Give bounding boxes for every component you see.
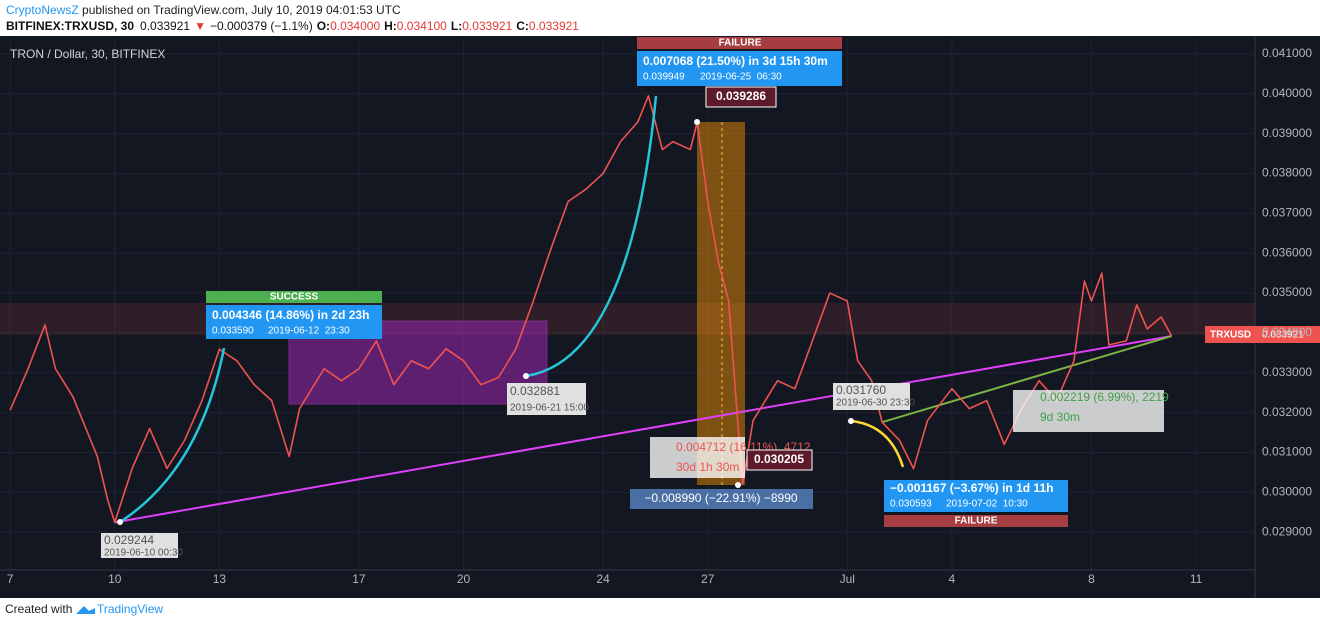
x-tick-label: Jul — [840, 572, 855, 586]
success-label: SUCCESS — [270, 292, 319, 303]
callout-text: 0.030205 — [754, 452, 804, 466]
symbol-line: BITFINEX:TRXUSD, 30 0.033921 ▼ −0.000379 (−… — [6, 19, 579, 33]
low-label: L: — [451, 19, 462, 33]
x-tick-label: 20 — [457, 572, 471, 586]
point-price: 0.032881 — [510, 384, 560, 398]
anchor-dot — [848, 418, 854, 424]
y-tick-label: 0.037000 — [1262, 206, 1312, 220]
point-label — [101, 533, 178, 558]
info-box — [884, 480, 1068, 512]
arrow: ▼ — [194, 19, 206, 33]
info-price: 0.030593 — [890, 499, 932, 510]
last: 0.033921 — [140, 19, 190, 33]
x-tick-label: 27 — [701, 572, 715, 586]
x-tick-label: 4 — [949, 572, 956, 586]
anchor-dot — [694, 119, 700, 125]
point-price: 0.029244 — [104, 533, 154, 547]
change: −0.000379 (−1.1%) — [210, 19, 313, 33]
x-tick-label: 11 — [1190, 572, 1203, 586]
y-tick-label: 0.031000 — [1262, 445, 1312, 459]
brand-logo — [76, 606, 95, 614]
y-tick-label: 0.032000 — [1262, 405, 1312, 419]
point-price: 0.031760 — [836, 383, 886, 397]
callout-text: 0.039286 — [716, 89, 766, 103]
close-label: C: — [516, 19, 529, 33]
measure-text: −0.008990 (−22.91%) −8990 — [644, 491, 797, 505]
anchor-dot — [523, 373, 529, 379]
failure-label: FAILURE — [955, 516, 998, 527]
success-bar — [206, 291, 382, 303]
header-line: CryptoNewsZ published on TradingView.com… — [6, 3, 401, 17]
measure-box — [630, 489, 813, 509]
failure-bar — [884, 515, 1068, 527]
open: 0.034000 — [330, 19, 380, 33]
x-tick-label: 13 — [213, 572, 227, 586]
high: 0.034100 — [397, 19, 447, 33]
y-tick-label: 0.033000 — [1262, 365, 1312, 379]
price-tag-name: TRXUSD — [1210, 330, 1251, 341]
point-date: 2019-06-10 00:30 — [104, 548, 183, 559]
failure-bar — [637, 37, 842, 49]
measure-text: 0.002219 (6.99%), 2219 — [1040, 390, 1169, 404]
y-tick-label: 0.034000 — [1262, 325, 1312, 339]
anchor-dot — [735, 482, 741, 488]
y-tick-label: 0.035000 — [1262, 285, 1312, 299]
chart-title: TRON / Dollar, 30, BITFINEX — [10, 47, 165, 61]
measure-box — [1013, 390, 1164, 432]
projection-arrow — [850, 419, 905, 468]
projection-arrow — [119, 347, 226, 524]
y-tick-label: 0.036000 — [1262, 245, 1312, 259]
price-callout — [746, 449, 813, 471]
info-text: 0.007068 (21.50%) in 3d 15h 30m — [643, 54, 828, 68]
symbol: BITFINEX:TRXUSD, 30 — [6, 19, 134, 33]
y-tick-label: 0.041000 — [1262, 46, 1312, 60]
measure-text: 30d 1h 30m — [676, 460, 739, 474]
price-tag-value: 0.033921 — [1262, 330, 1304, 341]
price-band — [0, 303, 1255, 335]
info-price: 0.039949 — [643, 72, 685, 83]
x-tick-label: 8 — [1088, 572, 1095, 586]
x-tick-label: 7 — [7, 572, 14, 586]
info-price: 0.033590 — [212, 326, 254, 337]
x-tick-label: 10 — [108, 572, 122, 586]
point-label — [507, 383, 586, 415]
price-tag — [1205, 326, 1320, 343]
footer-text: Created with — [5, 602, 72, 616]
trend-line — [881, 335, 1172, 424]
failure-label: FAILURE — [719, 38, 762, 49]
trend-line — [114, 335, 1172, 524]
anchor-dot — [117, 519, 123, 525]
x-tick-label: 17 — [352, 572, 366, 586]
info-text: 0.004346 (14.86%) in 2d 23h — [212, 308, 369, 322]
published: published on TradingView.com, July 10, 2… — [79, 3, 401, 17]
point-label — [833, 383, 910, 410]
low: 0.033921 — [462, 19, 512, 33]
header-bg — [0, 0, 1320, 36]
measure-text: 9d 30m — [1040, 410, 1080, 424]
price-callout — [705, 86, 777, 108]
info-box — [637, 51, 842, 86]
info-box — [206, 305, 382, 339]
point-date: 2019-06-21 15:00 — [510, 403, 589, 414]
author[interactable]: CryptoNewsZ — [6, 3, 79, 17]
y-tick-label: 0.030000 — [1262, 484, 1312, 498]
y-tick-label: 0.029000 — [1262, 524, 1312, 538]
projection-arrow — [525, 95, 658, 378]
info-date: 2019-07-02 10:30 — [946, 499, 1028, 510]
measure-box — [650, 437, 745, 478]
high-label: H: — [384, 19, 397, 33]
point-date: 2019-06-30 23:30 — [836, 398, 915, 409]
y-tick-label: 0.039000 — [1262, 126, 1312, 140]
price-line — [9, 95, 1173, 524]
y-tick-label: 0.040000 — [1262, 86, 1312, 100]
x-tick-label: 24 — [596, 572, 610, 586]
open-label: O: — [317, 19, 330, 33]
y-tick-label: 0.038000 — [1262, 166, 1312, 180]
info-text: −0.001167 (−3.67%) in 1d 11h — [890, 481, 1053, 495]
info-date: 2019-06-25 06:30 — [700, 72, 782, 83]
close: 0.033921 — [529, 19, 579, 33]
info-date: 2019-06-12 23:30 — [268, 326, 350, 337]
footer-brand[interactable]: TradingView — [97, 602, 163, 616]
